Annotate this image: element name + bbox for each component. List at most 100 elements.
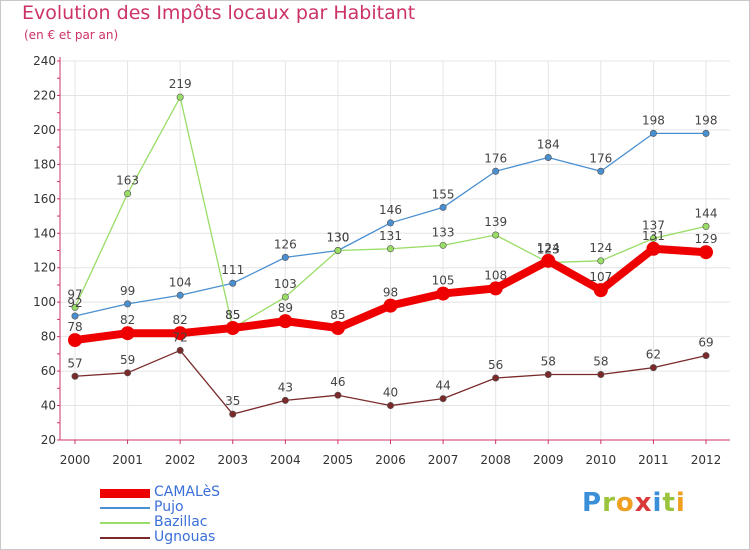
data-point-camalès — [173, 326, 188, 341]
legend-label-pujo: Pujo — [154, 499, 184, 515]
data-label: 176 — [589, 151, 612, 165]
data-label: 69 — [698, 336, 713, 350]
data-point-pujo — [544, 153, 552, 161]
data-point-pujo — [386, 219, 394, 227]
data-point-ugnouas — [597, 371, 605, 379]
data-point-camalès — [593, 283, 608, 298]
data-point-bazillac — [71, 303, 79, 311]
x-tick-label: 2009 — [533, 453, 564, 467]
data-label: 131 — [642, 229, 665, 243]
data-label: 219 — [169, 77, 192, 91]
data-point-camalès — [383, 298, 398, 313]
chart-title: Evolution des Impôts locaux par Habitant — [22, 2, 416, 24]
data-label: 198 — [695, 113, 718, 127]
y-tick-label: 60 — [41, 364, 56, 378]
chart-subtitle: (en € et par an) — [24, 28, 119, 42]
data-point-bazillac — [649, 234, 657, 242]
data-point-ugnouas — [492, 374, 500, 382]
data-point-bazillac — [176, 93, 184, 101]
data-label: 124 — [589, 241, 612, 255]
data-label: 58 — [541, 355, 556, 369]
data-point-bazillac — [702, 222, 710, 230]
x-tick-label: 2003 — [217, 453, 248, 467]
data-point-ugnouas — [176, 346, 184, 354]
data-point-bazillac — [334, 247, 342, 255]
data-point-ugnouas — [334, 391, 342, 399]
data-label: 107 — [589, 270, 612, 284]
legend-swatch-bazillac — [100, 522, 150, 524]
data-point-bazillac — [492, 231, 500, 239]
logo-letter: r — [602, 488, 616, 518]
data-label: 44 — [435, 379, 450, 393]
data-label: 198 — [642, 113, 665, 127]
data-point-pujo — [492, 167, 500, 175]
x-tick-label: 2011 — [638, 453, 669, 467]
data-label: 85 — [225, 308, 240, 322]
data-label: 57 — [67, 356, 82, 370]
data-label: 184 — [537, 137, 560, 151]
x-tick-label: 2010 — [586, 453, 617, 467]
data-label: 126 — [274, 237, 297, 251]
legend-swatch-pujo — [100, 507, 150, 509]
x-tick-label: 2007 — [428, 453, 459, 467]
data-point-camalès — [646, 241, 661, 256]
data-point-pujo — [702, 129, 710, 137]
legend-label-bazillac: Bazillac — [154, 514, 208, 530]
data-point-pujo — [597, 167, 605, 175]
data-point-camalès — [541, 253, 556, 268]
y-tick-label: 240 — [33, 54, 56, 68]
data-label: 163 — [116, 174, 139, 188]
data-point-pujo — [649, 129, 657, 137]
x-tick-label: 2006 — [375, 453, 406, 467]
data-label: 92 — [67, 296, 82, 310]
data-label: 155 — [432, 187, 455, 201]
y-tick-label: 200 — [33, 123, 56, 137]
data-label: 146 — [379, 203, 402, 217]
data-point-bazillac — [281, 293, 289, 301]
data-label: 144 — [695, 206, 718, 220]
data-point-ugnouas — [124, 369, 132, 377]
y-tick-label: 220 — [33, 88, 56, 102]
data-label: 176 — [484, 151, 507, 165]
data-point-pujo — [439, 203, 447, 211]
data-label: 58 — [593, 355, 608, 369]
y-tick-label: 120 — [33, 261, 56, 275]
data-point-camalès — [330, 321, 345, 336]
y-tick-label: 20 — [41, 433, 56, 447]
x-tick-label: 2004 — [270, 453, 301, 467]
data-point-ugnouas — [71, 372, 79, 380]
data-label: 46 — [330, 375, 345, 389]
data-point-camalès — [436, 286, 451, 301]
data-label: 62 — [646, 348, 661, 362]
data-point-bazillac — [124, 190, 132, 198]
y-tick-label: 180 — [33, 157, 56, 171]
data-point-ugnouas — [439, 395, 447, 403]
data-label: 137 — [642, 218, 665, 232]
data-label: 99 — [120, 284, 135, 298]
data-point-camalès — [488, 281, 503, 296]
data-label: 108 — [484, 268, 507, 282]
data-label: 97 — [67, 287, 82, 301]
y-tick-label: 100 — [33, 295, 56, 309]
y-tick-label: 160 — [33, 192, 56, 206]
data-point-pujo — [229, 279, 237, 287]
data-point-ugnouas — [544, 371, 552, 379]
data-point-camalès — [699, 245, 713, 260]
data-point-camalès — [120, 326, 135, 341]
data-label: 40 — [383, 386, 398, 400]
data-label: 131 — [379, 229, 402, 243]
data-label: 103 — [274, 277, 297, 291]
data-point-pujo — [124, 300, 132, 308]
data-label: 89 — [278, 301, 293, 315]
data-point-camalès — [278, 314, 293, 329]
logo-letter: t — [662, 488, 676, 518]
data-label: 104 — [169, 275, 192, 289]
data-label: 56 — [488, 358, 503, 372]
data-point-camalès — [68, 333, 82, 348]
data-label: 85 — [330, 308, 345, 322]
y-tick-label: 140 — [33, 226, 56, 240]
logo-letter: P — [582, 488, 603, 518]
data-point-ugnouas — [702, 352, 710, 360]
legend-label-camales: CAMALèS — [154, 484, 221, 500]
